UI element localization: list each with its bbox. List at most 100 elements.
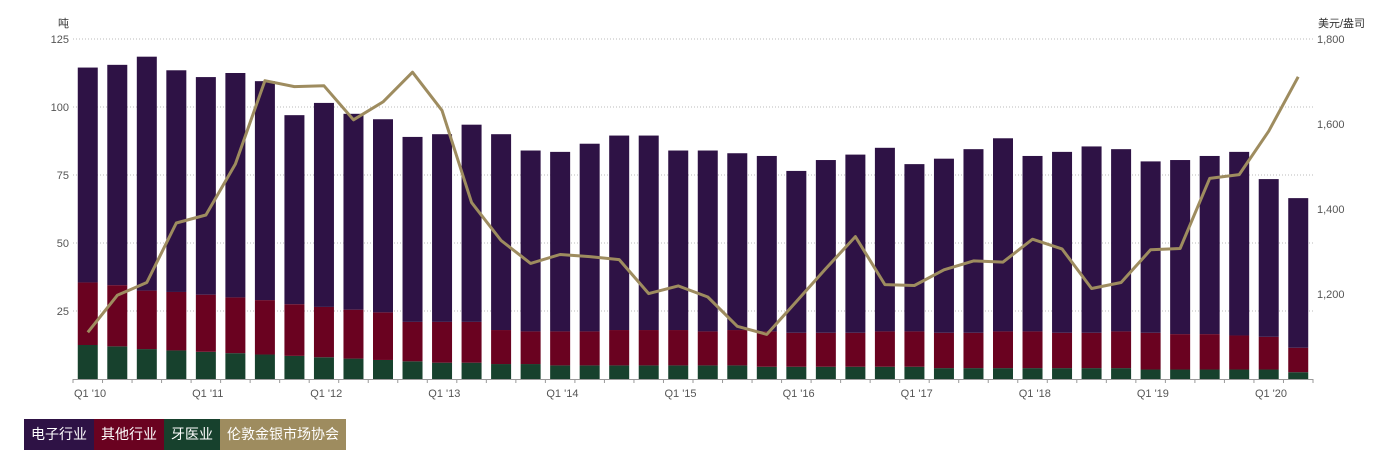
bar-segment [1081, 146, 1102, 333]
bar-segment [166, 291, 187, 351]
left-axis-unit: 吨 [58, 17, 69, 30]
bar-segment [491, 330, 512, 365]
bar-segment [432, 134, 453, 322]
bar-segment [520, 150, 541, 332]
bar-segment [550, 365, 571, 379]
bar-segment [520, 364, 541, 379]
bar-segment [697, 331, 718, 366]
bar-segment [195, 77, 216, 295]
bar-segment [77, 282, 98, 345]
bar-segment [993, 138, 1013, 332]
bar-segment [461, 362, 482, 379]
x-tick-label: Q1 '14 [546, 388, 578, 400]
bar-segment [1140, 161, 1161, 333]
bar-segment [668, 330, 689, 366]
bar-segment [343, 309, 364, 359]
bar-segment [1229, 369, 1250, 379]
x-tick-label: Q1 '10 [74, 388, 106, 400]
price-line-series [86, 70, 1300, 336]
bar-segment [1111, 368, 1132, 379]
bar-segment [933, 368, 954, 379]
bar-segment [786, 366, 807, 379]
left-tick-label: 100 [51, 102, 69, 114]
bar-segment [1052, 368, 1073, 379]
x-tick-label: Q1 '15 [664, 388, 696, 400]
bar-segment [933, 158, 954, 333]
bar-segment [668, 365, 689, 379]
bar-segment [963, 368, 984, 379]
bar-segment [1052, 332, 1073, 369]
bar-segment [1170, 369, 1191, 379]
right-axis-unit: 美元/盎司 [1318, 16, 1365, 30]
bar-segment [225, 353, 246, 379]
bar-segment [166, 70, 187, 292]
bar-segment [904, 331, 925, 367]
bar-segment [1111, 331, 1132, 369]
bar-segment [1229, 151, 1250, 336]
bar-segment [638, 330, 659, 366]
bar-segment [1111, 149, 1132, 332]
bar-segment [432, 362, 453, 379]
bar-segment [1288, 372, 1309, 379]
bar-segment [136, 290, 157, 350]
chart: 25 50 75 100 125 1,200 1,400 1,600 1,800 Q1 '10 Q1… [51, 16, 1365, 400]
bar-segment [993, 331, 1013, 369]
right-tick-label: 1,200 [1317, 289, 1345, 301]
x-tick-label: Q1 '18 [1019, 388, 1051, 400]
bar-segment [107, 346, 128, 379]
bar-segment [904, 164, 925, 332]
bar-segment [1229, 335, 1250, 370]
bar-segment [756, 331, 777, 367]
bar-segment [1170, 334, 1191, 370]
bar-segment [727, 330, 748, 366]
right-tick-label: 1,800 [1317, 34, 1345, 46]
bar-segment [1199, 155, 1220, 335]
bar-segment [402, 136, 423, 322]
legend-item-dentistry[interactable]: 牙医业 [164, 419, 220, 450]
x-tick-label: Q1 '19 [1137, 388, 1169, 400]
legend-item-lbma[interactable]: 伦敦金银市场协会 [220, 419, 346, 450]
x-tick-label: Q1 '17 [901, 388, 933, 400]
bar-segment [874, 331, 895, 367]
bar-segment [786, 170, 807, 333]
bar-segment [933, 332, 954, 369]
bar-segment [166, 350, 187, 379]
bar-segment [786, 332, 807, 367]
bar-segment [638, 135, 659, 331]
bar-segment [77, 67, 98, 283]
legend: 电子行业 其他行业 牙医业 伦敦金银市场协会 [24, 419, 346, 450]
right-tick-label: 1,600 [1317, 119, 1345, 131]
bar-segment [1022, 331, 1043, 369]
bar-segment [1288, 198, 1309, 348]
bar-segment [756, 155, 777, 332]
axes: 25 50 75 100 125 1,200 1,400 1,600 1,800 Q1 '10 Q1… [51, 34, 1345, 400]
bar-segment [550, 331, 571, 366]
bar-segment [845, 154, 866, 333]
bar-segment [520, 331, 541, 365]
legend-item-other-industries[interactable]: 其他行业 [94, 419, 164, 450]
bar-segment [432, 321, 453, 363]
bar-segment [107, 64, 128, 286]
legend-item-electronics[interactable]: 电子行业 [24, 419, 94, 450]
bar-segment [1022, 155, 1043, 332]
bar-segment [461, 321, 482, 363]
bar-segment [1258, 336, 1279, 370]
bar-segment [1140, 369, 1161, 379]
bar-segment [609, 135, 630, 331]
bar-segment [697, 150, 718, 332]
bar-segment [845, 366, 866, 379]
bar-segment [1081, 332, 1102, 369]
bar-segment [963, 332, 984, 369]
bar-segment [225, 297, 246, 354]
bar-segment [697, 365, 718, 379]
bar-segment [993, 368, 1013, 379]
bar-segment [195, 351, 216, 379]
bar-segment [668, 150, 689, 331]
bar-segment [1140, 332, 1161, 370]
bar-segment [1081, 368, 1102, 379]
bar-segment [373, 359, 393, 379]
bar-segment [874, 366, 895, 379]
bar-segment [727, 365, 748, 379]
right-tick-label: 1,400 [1317, 204, 1345, 216]
bar-segment [402, 321, 423, 362]
